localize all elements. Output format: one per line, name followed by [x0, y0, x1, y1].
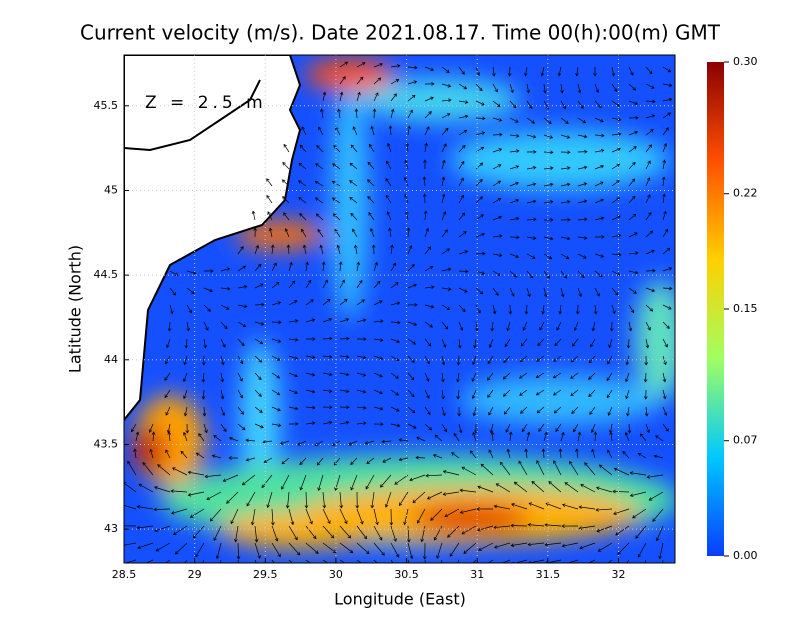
colorbar-tick-label: 0.22 — [733, 187, 758, 200]
arrow-head — [279, 570, 282, 573]
colorbar-tick-label: 0.30 — [733, 55, 758, 68]
arrow-head — [451, 571, 454, 574]
arrow-head — [217, 573, 220, 576]
y-axis-label: Latitude (North) — [66, 245, 85, 373]
x-axis-label: Longitude (East) — [334, 590, 466, 609]
arrow-head — [639, 572, 642, 575]
arrow-head — [121, 504, 124, 507]
arrow-head — [316, 567, 319, 570]
colorbar-tick-label: 0.15 — [733, 302, 758, 315]
speed-blob — [460, 375, 660, 425]
arrow-head — [424, 573, 427, 576]
arrow-head — [121, 562, 124, 565]
arrow-head — [382, 568, 385, 571]
speed-blob — [410, 504, 530, 532]
y-tick-label: 45.5 — [94, 99, 119, 112]
speed-blob — [635, 280, 685, 400]
arrow-head — [238, 573, 241, 576]
speed-blob — [332, 80, 368, 320]
x-tick-label: 31.5 — [536, 568, 561, 581]
y-tick-label: 44 — [104, 353, 118, 366]
arrow-head — [367, 567, 370, 570]
arrow-head — [157, 566, 160, 569]
y-tick-label: 44.5 — [94, 268, 119, 281]
arrow-head — [298, 568, 301, 571]
speed-blob — [450, 130, 670, 190]
arrow-head — [438, 573, 441, 576]
y-tick-label: 45 — [104, 183, 118, 196]
arrow-head — [351, 566, 354, 569]
arrow-head — [599, 567, 602, 570]
x-tick-label: 31 — [470, 568, 484, 581]
arrow-head — [120, 524, 123, 527]
arrow-head — [660, 573, 663, 576]
x-tick-label: 30 — [329, 568, 343, 581]
arrow-head — [176, 569, 179, 572]
annotation: Z = 2.5 m — [145, 93, 267, 113]
arrow-head — [465, 569, 468, 572]
y-tick-label: 43 — [104, 522, 118, 535]
x-tick-label: 30.5 — [394, 568, 419, 581]
arrow-head — [138, 564, 141, 567]
chart-title: Current velocity (m/s). Date 2021.08.17.… — [80, 21, 721, 45]
arrow-head — [120, 544, 123, 547]
colorbar-tick-label: 0.07 — [733, 434, 758, 447]
colorbar — [707, 62, 724, 556]
speed-blob — [220, 512, 380, 548]
x-tick-label: 29.5 — [253, 568, 278, 581]
field — [120, 55, 685, 576]
x-tick-label: 29 — [188, 568, 202, 581]
arrow-head — [580, 564, 583, 567]
x-tick-label: 32 — [611, 568, 625, 581]
arrow-head — [495, 564, 498, 567]
colorbar-tick-label: 0.00 — [733, 549, 758, 562]
x-tick-label: 28.5 — [112, 568, 137, 581]
y-tick-label: 43.5 — [94, 437, 119, 450]
